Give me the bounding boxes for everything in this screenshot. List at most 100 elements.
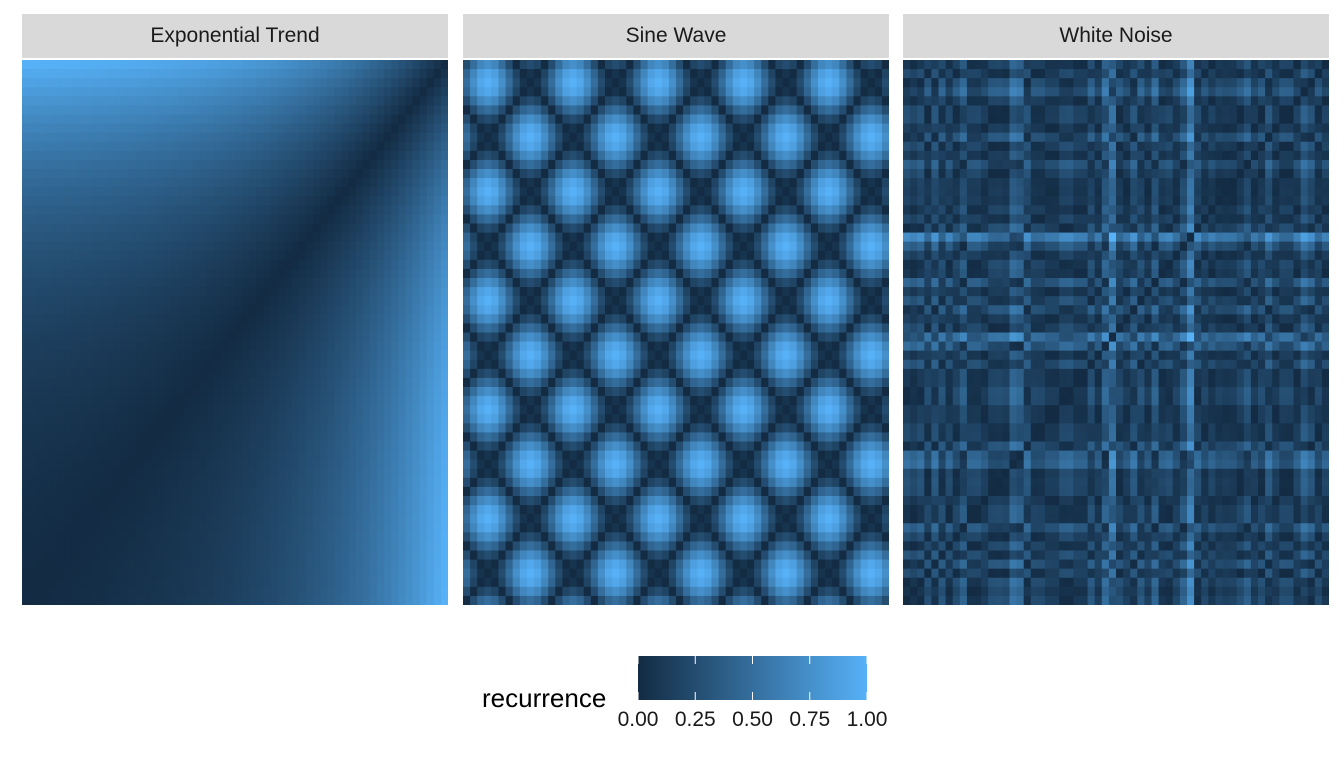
heatmap-cell xyxy=(405,114,414,125)
heatmap-cell xyxy=(348,232,357,243)
heatmap-cell xyxy=(569,187,578,197)
heatmap-cell xyxy=(426,114,435,125)
heatmap-cell xyxy=(619,223,627,234)
heatmap-cell xyxy=(426,523,435,533)
heatmap-cell xyxy=(270,450,279,461)
heatmap-cell xyxy=(227,223,236,234)
heatmap-cell xyxy=(555,96,563,107)
heatmap-cell xyxy=(313,178,321,188)
heatmap-cell xyxy=(881,178,889,188)
heatmap-cell xyxy=(768,141,776,152)
heatmap-cell xyxy=(192,241,201,252)
heatmap-cell xyxy=(881,259,889,270)
heatmap-cell xyxy=(348,432,357,443)
heatmap-cell xyxy=(306,595,314,605)
heatmap-cell xyxy=(711,105,720,116)
heatmap-cell xyxy=(107,123,115,134)
heatmap-cell xyxy=(50,468,59,479)
heatmap-cell xyxy=(29,169,37,179)
heatmap-cell xyxy=(227,87,236,97)
heatmap-cell xyxy=(100,259,108,270)
heatmap-cell xyxy=(810,96,819,107)
heatmap-cell xyxy=(796,223,805,234)
heatmap-cell xyxy=(463,69,471,79)
heatmap-cell xyxy=(93,214,101,225)
heatmap-cell xyxy=(327,505,335,515)
heatmap-cell xyxy=(690,241,698,252)
heatmap-cell xyxy=(369,523,378,533)
heatmap-cell xyxy=(768,123,776,134)
heatmap-cell xyxy=(50,450,59,461)
heatmap-cell xyxy=(327,141,335,152)
heatmap-cell xyxy=(263,505,272,515)
heatmap-cell xyxy=(277,114,286,125)
heatmap-cell xyxy=(43,259,51,270)
heatmap-cell xyxy=(22,441,30,452)
heatmap-cell xyxy=(256,332,264,343)
heatmap-cell xyxy=(463,123,471,134)
heatmap-cell xyxy=(220,78,229,88)
heatmap-cell xyxy=(334,268,343,279)
heatmap-cell xyxy=(192,169,201,179)
heatmap-cell xyxy=(64,459,73,470)
heatmap-cell xyxy=(71,141,80,152)
heatmap-cell xyxy=(725,123,734,134)
heatmap-cell xyxy=(50,595,59,605)
heatmap-cell xyxy=(227,505,236,515)
heatmap-cell xyxy=(36,114,44,125)
heatmap-cell xyxy=(85,541,94,552)
heatmap-cell xyxy=(369,341,378,352)
heatmap-cell xyxy=(22,114,30,125)
heatmap-cell xyxy=(739,259,748,270)
heatmap-cell xyxy=(839,187,847,197)
heatmap-cell xyxy=(419,178,428,188)
heatmap-cell xyxy=(874,232,883,243)
heatmap-cell xyxy=(235,586,243,597)
heatmap-cell xyxy=(156,441,165,452)
heatmap-cell xyxy=(377,250,385,261)
heatmap-cell xyxy=(327,259,335,270)
heatmap-cell xyxy=(263,60,272,70)
heatmap-cell xyxy=(135,205,144,216)
heatmap-cell xyxy=(412,341,421,352)
heatmap-cell xyxy=(114,595,122,605)
heatmap-cell xyxy=(810,241,819,252)
heatmap-cell xyxy=(583,78,592,88)
heatmap-cell xyxy=(369,205,378,216)
heatmap-cell xyxy=(846,205,855,216)
heatmap-cell xyxy=(519,105,528,116)
heatmap-cell xyxy=(640,214,649,225)
heatmap-cell xyxy=(277,178,286,188)
heatmap-cell xyxy=(782,259,791,270)
heatmap-cell xyxy=(291,332,300,343)
heatmap-cell xyxy=(256,486,264,497)
heatmap-cell xyxy=(605,250,613,261)
heatmap-cell xyxy=(50,523,59,533)
heatmap-cell xyxy=(348,341,357,352)
heatmap-cell xyxy=(541,114,549,125)
heatmap-cell xyxy=(619,196,627,206)
heatmap-cell xyxy=(64,368,73,379)
heatmap-cell xyxy=(534,96,542,107)
heatmap-cell xyxy=(36,87,44,97)
heatmap-cell xyxy=(619,169,627,179)
heatmap-cell xyxy=(78,523,87,533)
heatmap-cell xyxy=(391,532,399,543)
heatmap-cell xyxy=(377,532,385,543)
heatmap-cell xyxy=(810,69,819,79)
heatmap-cell xyxy=(419,532,428,543)
heatmap-cell xyxy=(796,150,805,161)
heatmap-cell xyxy=(306,332,314,343)
heatmap-cell xyxy=(64,159,73,170)
heatmap-cell xyxy=(313,586,321,597)
heatmap-cell xyxy=(369,150,378,161)
heatmap-cell xyxy=(419,159,428,170)
heatmap-cell xyxy=(93,259,101,270)
heatmap-cell xyxy=(121,450,130,461)
heatmap-cell xyxy=(156,314,165,325)
heatmap-cell xyxy=(789,169,798,179)
heatmap-cell xyxy=(256,205,264,216)
heatmap-cell xyxy=(633,78,642,88)
heatmap-cell xyxy=(647,259,656,270)
heatmap-cell xyxy=(839,169,847,179)
